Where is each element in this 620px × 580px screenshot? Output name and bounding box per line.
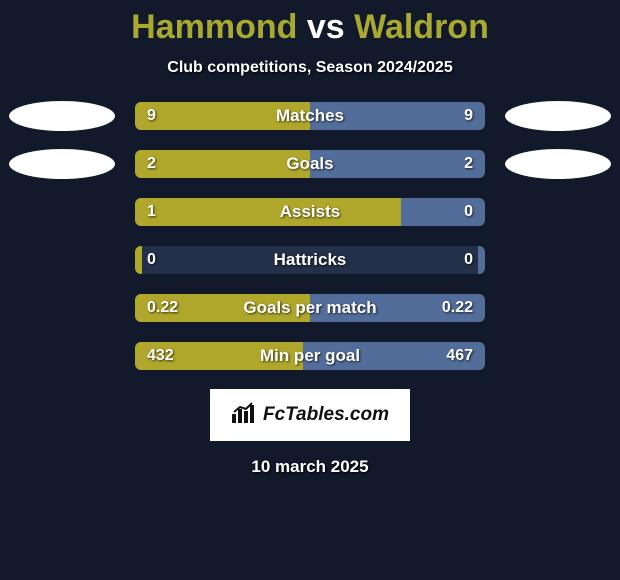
spacer: [505, 341, 611, 371]
stat-bar: 0 0Hattricks: [135, 246, 485, 274]
logo-text: FcTables.com: [263, 404, 389, 426]
player2-oval: [505, 149, 611, 179]
stat-row: 99Matches: [0, 101, 620, 131]
bar-left-fill: [135, 198, 401, 226]
stat-row: 22Goals: [0, 149, 620, 179]
stat-bar: 432467Min per goal: [135, 342, 485, 370]
page-title: Hammond vs Waldron: [0, 8, 620, 47]
bar-right-fill: [478, 246, 485, 274]
player1-oval: [9, 149, 115, 179]
player1-oval: [9, 101, 115, 131]
player1-name: Hammond: [131, 8, 297, 46]
spacer: [9, 293, 115, 323]
spacer: [9, 341, 115, 371]
stat-bar: 10Assists: [135, 198, 485, 226]
player2-oval: [505, 101, 611, 131]
stat-row: 0 0Hattricks: [0, 245, 620, 275]
vs-label: vs: [307, 8, 345, 46]
bar-left-fill: [135, 342, 303, 370]
date-label: 10 march 2025: [0, 457, 620, 477]
bar-right-fill: [401, 198, 485, 226]
bar-left-fill: [135, 102, 310, 130]
stat-bar: 22Goals: [135, 150, 485, 178]
fctables-logo[interactable]: FcTables.com: [210, 389, 410, 441]
stats-list: 99Matches 22Goals 10Assists 0 0Hattricks 0.22…: [0, 101, 620, 371]
spacer: [505, 245, 611, 275]
stat-row: 0.220.22Goals per match: [0, 293, 620, 323]
spacer: [505, 293, 611, 323]
player2-name: Waldron: [354, 8, 489, 46]
spacer: [9, 245, 115, 275]
chart-icon: [231, 402, 257, 429]
stat-right-value: 0: [464, 246, 473, 274]
bar-left-fill: [135, 246, 142, 274]
stat-label: Hattricks: [135, 246, 485, 274]
comparison-card: Hammond vs Waldron Club competitions, Se…: [0, 0, 620, 477]
stat-left-value: 0: [147, 246, 156, 274]
stat-row: 432467Min per goal: [0, 341, 620, 371]
bar-right-fill: [303, 342, 485, 370]
stat-bar: 99Matches: [135, 102, 485, 130]
subtitle: Club competitions, Season 2024/2025: [0, 59, 620, 77]
bar-right-fill: [310, 102, 485, 130]
stat-bar: 0.220.22Goals per match: [135, 294, 485, 322]
bar-left-fill: [135, 150, 310, 178]
spacer: [9, 197, 115, 227]
bar-right-fill: [310, 294, 485, 322]
bar-right-fill: [310, 150, 485, 178]
stat-row: 10Assists: [0, 197, 620, 227]
bar-left-fill: [135, 294, 310, 322]
spacer: [505, 197, 611, 227]
